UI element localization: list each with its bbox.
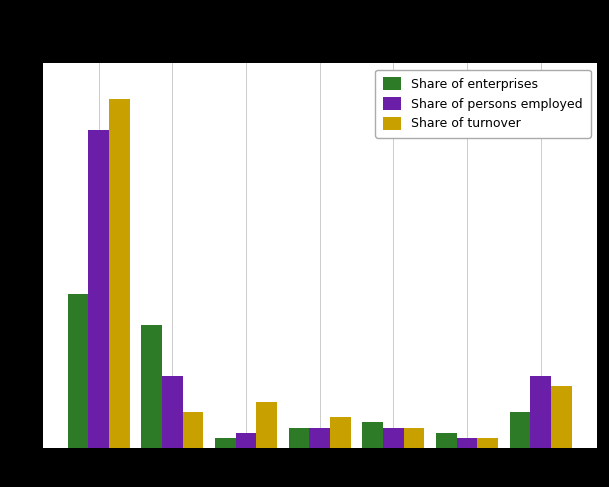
Bar (436, 432, 457, 448)
Bar (362, 422, 383, 448)
Bar (236, 432, 256, 448)
Bar (383, 428, 404, 448)
Bar (256, 402, 277, 448)
Bar (530, 376, 551, 448)
Bar (457, 438, 477, 448)
Bar (477, 438, 498, 448)
Bar (141, 325, 162, 448)
Bar (404, 428, 424, 448)
Bar (551, 387, 572, 448)
Bar (510, 412, 530, 448)
Bar (109, 99, 130, 448)
Bar (215, 438, 236, 448)
Bar (183, 412, 203, 448)
Bar (330, 417, 351, 448)
Legend: Share of enterprises, Share of persons employed, Share of turnover: Share of enterprises, Share of persons e… (375, 70, 591, 138)
Bar (68, 294, 88, 448)
Bar (88, 130, 109, 448)
Bar (309, 428, 330, 448)
Bar (289, 428, 309, 448)
Bar (162, 376, 183, 448)
